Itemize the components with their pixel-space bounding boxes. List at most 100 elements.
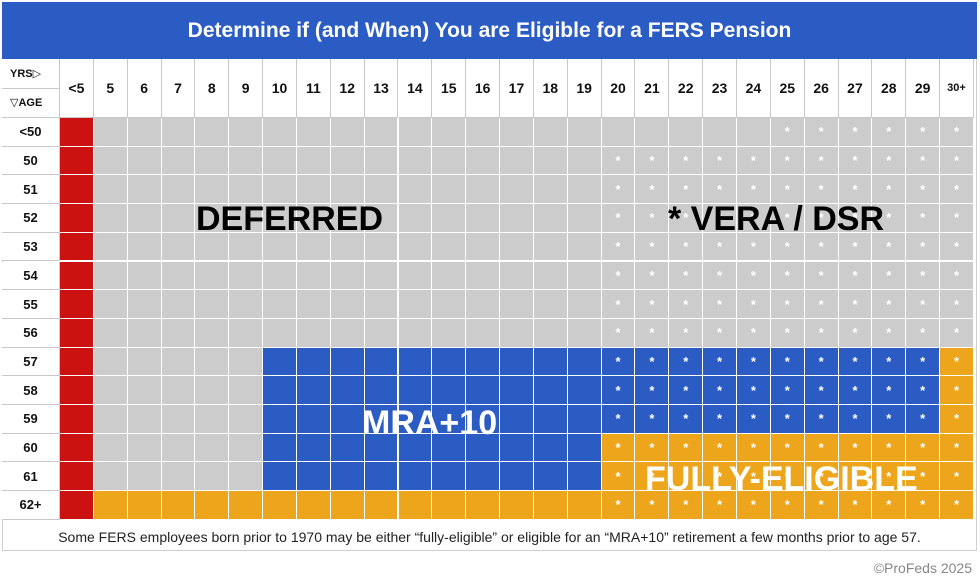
- grid-cell: [432, 491, 467, 520]
- grid-cell: [195, 146, 230, 176]
- star-marker: *: [886, 239, 892, 255]
- grid-cell: *: [635, 376, 670, 405]
- grid-cell: [635, 118, 670, 147]
- grid-cell: *: [703, 232, 737, 262]
- grid-cell: *: [940, 433, 974, 463]
- grid-cell: *: [737, 232, 771, 262]
- star-marker: *: [920, 124, 926, 140]
- star-marker: *: [886, 353, 892, 369]
- grid-cell: [161, 433, 196, 463]
- star-marker: *: [784, 411, 790, 427]
- grid-cell: *: [770, 175, 805, 205]
- vera-dsr-label: * VERA / DSR: [668, 200, 885, 238]
- grid-cell: [567, 232, 602, 262]
- grid-cell: [229, 232, 264, 262]
- grid-cell: *: [804, 347, 839, 377]
- star-marker: *: [953, 325, 960, 341]
- grid-cell: [533, 491, 568, 520]
- grid-cell: *: [770, 261, 805, 291]
- grid-cell: *: [601, 405, 636, 434]
- grid-cell: *: [635, 232, 670, 262]
- grid-cell: [398, 261, 433, 291]
- grid-cell: [432, 290, 467, 319]
- grid-cell: *: [906, 261, 941, 291]
- grid-cell: *: [906, 318, 941, 348]
- grid-cell: [296, 491, 331, 520]
- grid-cell: *: [838, 376, 873, 405]
- grid-cell: *: [906, 376, 941, 405]
- grid-cell: *: [838, 433, 873, 463]
- row-label: 51: [2, 175, 60, 205]
- grid-cell: *: [635, 146, 670, 176]
- grid-cell: [60, 232, 94, 262]
- grid-cell: [533, 118, 568, 147]
- grid-cell: *: [635, 433, 670, 463]
- grid-cell: [500, 146, 534, 176]
- grid-cell: [263, 318, 297, 348]
- grid-cell: *: [906, 491, 941, 520]
- grid-cell: [330, 290, 365, 319]
- column-header: 8: [195, 59, 230, 118]
- star-marker: *: [852, 181, 858, 197]
- grid-cell: *: [804, 175, 839, 205]
- grid-cell: [500, 290, 534, 319]
- star-marker: *: [717, 239, 723, 255]
- grid-cell: [263, 347, 297, 377]
- grid-cell: [364, 118, 399, 147]
- grid-cell: [466, 462, 501, 492]
- grid-cell: [398, 318, 433, 348]
- grid-cell: [398, 232, 433, 262]
- grid-cell: [195, 118, 230, 147]
- row-label: 62+: [2, 491, 60, 520]
- grid-cell: [127, 146, 162, 176]
- grid-cell: [669, 118, 704, 147]
- grid-cell: *: [872, 232, 907, 262]
- star-marker: *: [615, 411, 621, 427]
- star-marker: *: [886, 153, 892, 169]
- row-label: 50: [2, 146, 60, 176]
- star-marker: *: [683, 239, 689, 255]
- star-marker: *: [852, 382, 858, 398]
- star-marker: *: [920, 382, 926, 398]
- grid-cell: [533, 433, 568, 463]
- star-marker: *: [886, 296, 892, 312]
- row-label: 52: [2, 204, 60, 233]
- grid-cell: *: [737, 433, 771, 463]
- star-marker: *: [615, 440, 621, 456]
- star-marker: *: [886, 411, 892, 427]
- grid-cell: [500, 118, 534, 147]
- star-marker: *: [750, 210, 756, 226]
- grid-cell: *: [601, 433, 636, 463]
- grid-cell: [93, 491, 128, 520]
- grid-cell: [466, 118, 501, 147]
- grid-cell: [195, 204, 230, 233]
- star-marker: *: [683, 411, 689, 427]
- grid-cell: [398, 146, 433, 176]
- grid-cell: [60, 376, 94, 405]
- grid-cell: *: [872, 376, 907, 405]
- grid-cell: [466, 433, 501, 463]
- star-marker: *: [886, 267, 892, 283]
- grid-cell: [364, 290, 399, 319]
- grid-cell: *: [906, 347, 941, 377]
- grid-cell: [195, 232, 230, 262]
- grid-cell: [364, 433, 399, 463]
- star-marker: *: [886, 210, 892, 226]
- grid-cell: *: [737, 146, 771, 176]
- star-marker: *: [750, 411, 756, 427]
- grid-cell: [263, 175, 297, 205]
- star-marker: *: [750, 440, 756, 456]
- grid-cell: *: [703, 462, 737, 492]
- grid-cell: *: [601, 290, 636, 319]
- grid-cell: *: [838, 261, 873, 291]
- corner-age-label: ▽AGE: [2, 88, 60, 118]
- grid-cell: [296, 118, 331, 147]
- column-header: 14: [398, 59, 433, 118]
- grid-cell: [567, 462, 602, 492]
- star-marker: *: [750, 497, 756, 513]
- grid-cell: [398, 462, 433, 492]
- grid-cell: [263, 462, 297, 492]
- grid-cell: [296, 462, 331, 492]
- grid-cell: [127, 290, 162, 319]
- grid-cell: [432, 118, 467, 147]
